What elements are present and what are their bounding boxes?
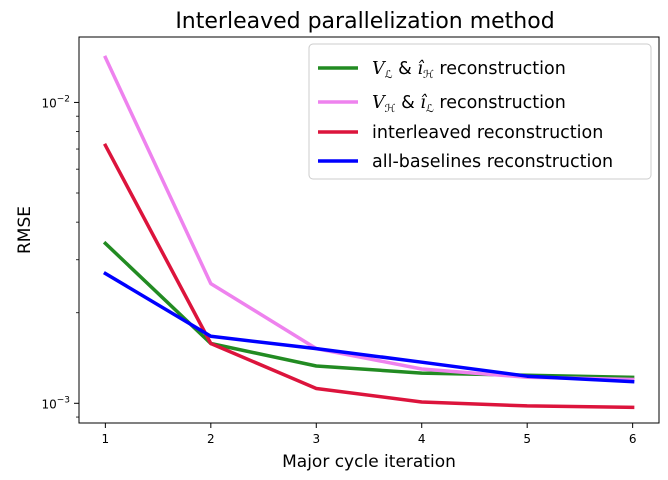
series-line-3 xyxy=(103,143,635,410)
x-tick-label: 2 xyxy=(207,432,215,446)
legend: Vℒ & îℋ reconstruction Vℋ & îℒ reconstruc… xyxy=(308,43,652,180)
x-tick-label: 6 xyxy=(629,432,637,446)
legend-item-1: Vℒ & îℋ reconstruction xyxy=(318,59,566,81)
series-line-4 xyxy=(103,271,635,384)
legend-item-4: all-baselines reconstruction xyxy=(318,152,613,172)
y-tick-label: 10−2 xyxy=(41,94,70,110)
legend-label: interleaved reconstruction xyxy=(372,123,603,143)
x-tick-label: 1 xyxy=(102,432,110,446)
legend-label: Vℋ & îℒ reconstruction xyxy=(372,93,566,115)
legend-item-3: interleaved reconstruction xyxy=(318,123,603,143)
y-tick-label: 10−3 xyxy=(41,395,70,411)
legend-label: Vℒ & îℋ reconstruction xyxy=(372,59,566,81)
y-axis-label: RMSE xyxy=(15,206,35,254)
x-tick-label: 4 xyxy=(418,432,426,446)
legend-frame xyxy=(308,43,652,180)
series-layer xyxy=(102,55,635,410)
x-axis-label: Major cycle iteration xyxy=(282,452,456,472)
legend-item-2: Vℋ & îℒ reconstruction xyxy=(318,93,566,115)
y-axis: 10−2 10−3 xyxy=(41,94,79,418)
plot-frame xyxy=(78,36,660,424)
x-tick-label: 5 xyxy=(523,432,531,446)
x-tick-label: 3 xyxy=(312,432,320,446)
chart-title: Interleaved parallelization method xyxy=(175,9,554,34)
legend-items: Vℒ & îℋ reconstruction Vℋ & îℒ reconstruc… xyxy=(318,59,613,172)
plot-area: 1 2 3 4 5 6 10−2 10−3 xyxy=(41,36,660,446)
x-axis: 1 2 3 4 5 6 xyxy=(102,423,637,446)
legend-label: all-baselines reconstruction xyxy=(372,152,613,172)
